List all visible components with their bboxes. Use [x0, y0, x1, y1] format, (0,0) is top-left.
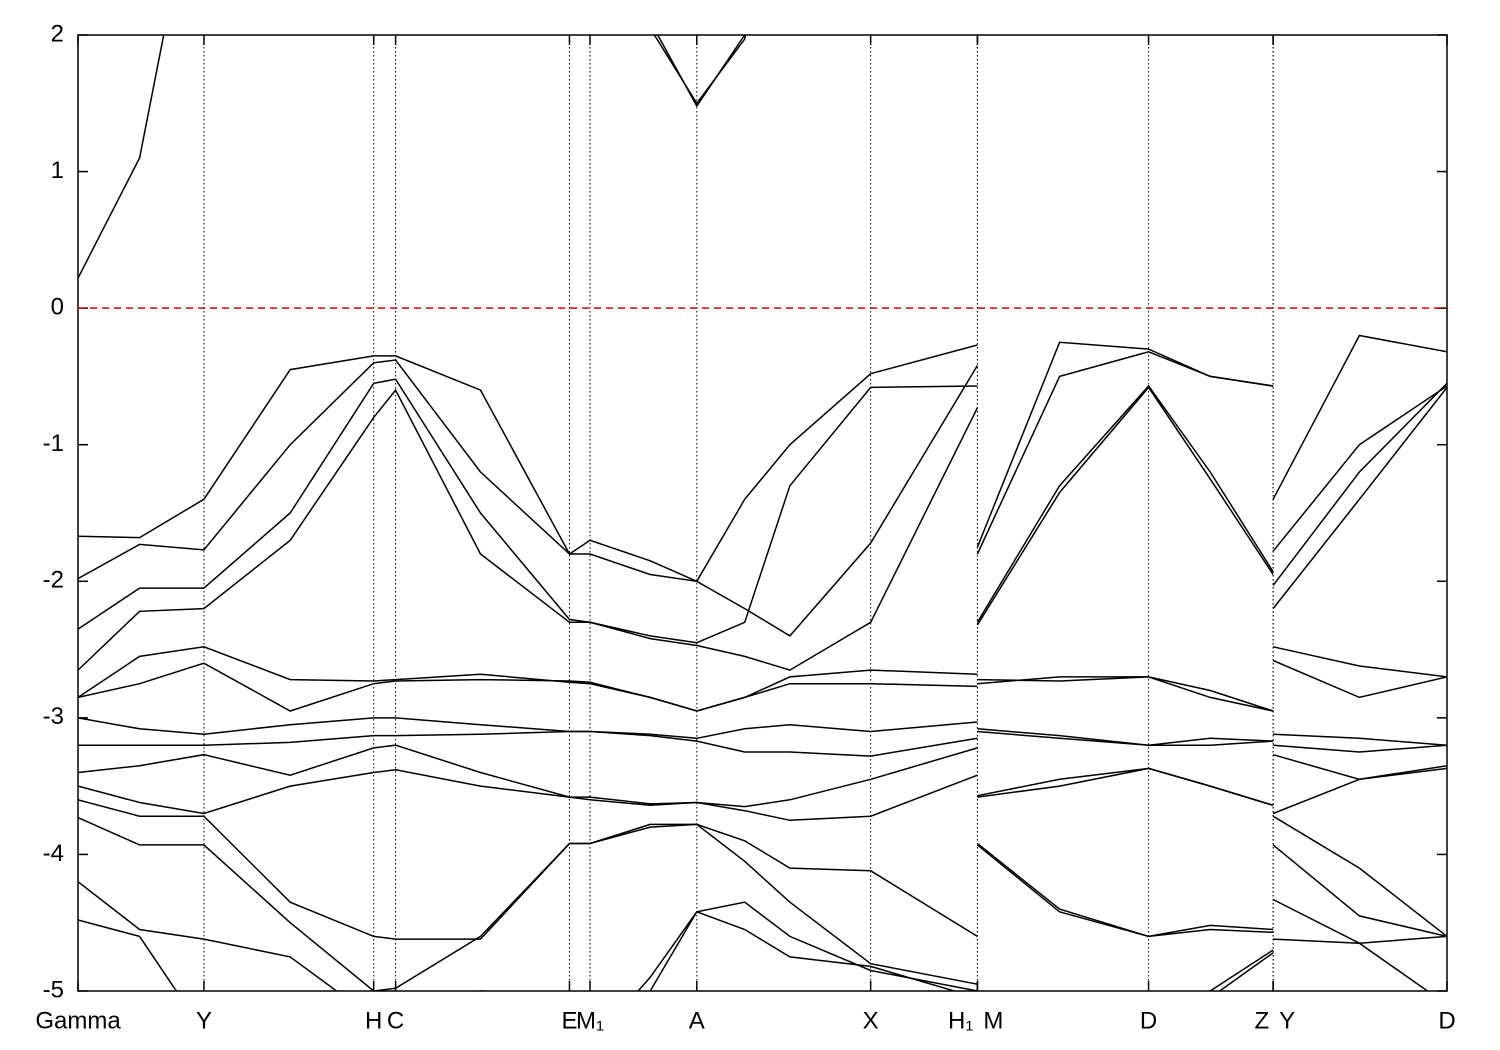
y-tick-label: -3 — [43, 703, 64, 730]
band — [653, 35, 747, 105]
band — [78, 881, 1447, 991]
x-tick-label: M — [983, 1007, 1003, 1034]
x-tick-label: M₁ — [576, 1007, 604, 1034]
x-tick-label: Y — [1279, 1007, 1295, 1034]
x-tick-label: D — [1140, 1007, 1157, 1034]
x-tick-label: H — [365, 1007, 382, 1034]
y-tick-label: -1 — [43, 430, 64, 457]
band — [656, 35, 746, 108]
band — [78, 744, 1447, 808]
band — [78, 378, 1447, 644]
band — [78, 386, 1447, 671]
band — [78, 767, 1447, 822]
band — [78, 816, 1447, 991]
band — [78, 351, 1447, 637]
x-tick-label: D — [1438, 1007, 1455, 1034]
plot-frame — [77, 34, 1448, 992]
band — [78, 910, 1429, 991]
band — [78, 717, 1447, 746]
x-tick-label: H₁ — [948, 1007, 973, 1034]
x-tick-label: Gamma — [35, 1007, 121, 1034]
x-tick-label: E — [561, 1007, 577, 1034]
x-tick-label: Z — [1254, 1007, 1269, 1034]
y-tick-label: -4 — [43, 840, 64, 867]
band — [78, 730, 1447, 757]
band — [78, 35, 165, 279]
bands — [78, 35, 1447, 991]
x-tick-label: Y — [196, 1007, 212, 1034]
y-tick-label: -2 — [43, 567, 64, 594]
band — [78, 334, 1447, 583]
band — [78, 646, 1447, 712]
x-tick-label: C — [387, 1007, 404, 1034]
y-tick-label: 1 — [51, 157, 64, 184]
x-tick-label: A — [689, 1007, 705, 1034]
x-tick-label: X — [863, 1007, 879, 1034]
y-tick-label: 2 — [51, 20, 64, 47]
y-tick-label: 0 — [51, 293, 64, 320]
band — [78, 659, 1447, 712]
y-tick-label: -5 — [43, 976, 64, 1003]
band — [78, 799, 1447, 940]
